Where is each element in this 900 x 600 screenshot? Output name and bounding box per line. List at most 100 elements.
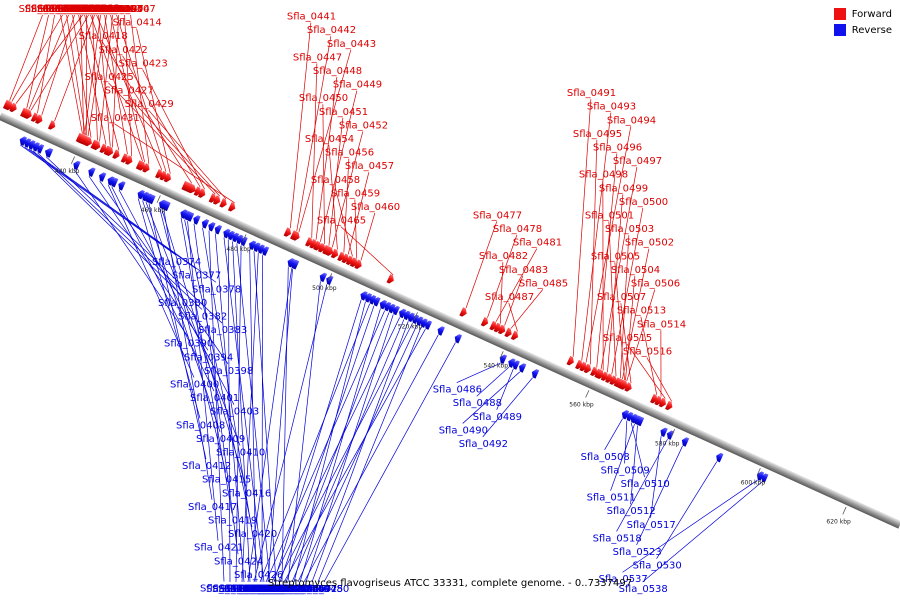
forward-gene-arrow (658, 397, 666, 408)
forward-gene-label: Sfla_0371 (25, 4, 74, 15)
reverse-gene-arrow (499, 354, 508, 364)
scale-tick-mark (70, 156, 76, 164)
forward-gene-arrow (650, 393, 658, 404)
forward-gene-arrow (493, 322, 501, 333)
forward-leader-line (495, 248, 538, 322)
reverse-leader-line (163, 210, 213, 500)
reverse-gene-label: Sfla_0382 (178, 311, 227, 322)
reverse-gene (201, 219, 210, 229)
forward-gene-label: Sfla_0450 (299, 93, 348, 104)
reverse-gene (137, 189, 145, 200)
reverse-gene-label: Sfla_0470 (248, 584, 297, 595)
forward-gene (24, 109, 32, 119)
forward-gene (665, 400, 673, 411)
forward-gene-label: Sfla_0500 (619, 197, 668, 208)
reverse-leader-line (305, 314, 394, 583)
forward-gene (197, 188, 206, 198)
reverse-gene-label: Sfla_0440 (238, 584, 287, 595)
reverse-gene (660, 427, 668, 438)
forward-gene (290, 230, 298, 240)
reverse-gene (249, 240, 257, 251)
reverse-gene-label: Sfla_0511 (587, 493, 636, 504)
forward-gene-arrow (386, 274, 394, 284)
forward-gene-arrow (20, 107, 28, 118)
reverse-leader-line (37, 152, 203, 310)
forward-gene-arrow (579, 361, 587, 372)
reverse-gene (44, 148, 54, 158)
reverse-leader-line (259, 303, 371, 583)
forward-gene (155, 168, 163, 179)
forward-gene-arrow (208, 193, 216, 203)
reverse-gene-label: Sfla_0415 (202, 475, 251, 486)
forward-leader-line (626, 289, 656, 382)
reverse-gene-arrow (666, 430, 675, 440)
reverse-gene-arrow (231, 232, 240, 243)
forward-leader-line (102, 42, 193, 184)
reverse-gene-label: Sfla_0467 (242, 584, 291, 595)
reverse-leader-line (279, 305, 375, 583)
reverse-leader-line (187, 220, 219, 541)
reverse-gene (424, 320, 433, 330)
forward-leader-line (80, 14, 85, 135)
reverse-gene-label: Sfla_0377 (172, 271, 221, 282)
reverse-gene (411, 314, 420, 325)
forward-gene-arrow (283, 227, 292, 237)
reverse-gene (399, 308, 407, 319)
reverse-gene-arrow (88, 167, 96, 177)
reverse-gene-arrow (756, 471, 765, 481)
reverse-gene-label: Sfla_0486 (433, 385, 482, 396)
reverse-leader-line (202, 227, 259, 568)
forward-gene-arrow (583, 363, 591, 374)
forward-leader-line (298, 49, 352, 233)
forward-gene (142, 163, 150, 173)
forward-gene-arrow (566, 355, 574, 366)
forward-gene-label: Sfla_0392 (69, 4, 118, 15)
forward-gene-label: Sfla_0495 (573, 129, 622, 140)
forward-leader-line (646, 357, 673, 402)
scale-tick-label: 580 kbp (655, 441, 680, 448)
forward-gene-label: Sfla_0396 (75, 4, 124, 15)
forward-gene-arrow (613, 377, 621, 387)
reverse-gene (716, 452, 724, 463)
reverse-gene-label: Sfla_0508 (581, 452, 630, 463)
forward-gene-label: Sfla_0456 (325, 148, 374, 159)
forward-gene-arrow (78, 134, 87, 144)
forward-leader-line (607, 194, 624, 373)
scale-tick-label: 520 kbp (398, 324, 423, 331)
forward-gene (181, 180, 197, 194)
forward-gene (583, 363, 591, 374)
reverse-gene (633, 415, 642, 425)
legend-reverse: Reverse (833, 22, 892, 38)
reverse-leader-line (99, 180, 229, 365)
reverse-gene-arrow (508, 358, 516, 368)
reverse-gene-arrow (291, 259, 299, 270)
reverse-gene-label: Sfla_0436 (212, 584, 261, 595)
reverse-gene (261, 246, 270, 256)
forward-gene-arrow (618, 379, 627, 390)
reverse-gene-label: Sfla_0464 (256, 584, 305, 595)
forward-leader-line (626, 343, 666, 399)
reverse-gene-label: Sfla_0455 (230, 584, 279, 595)
forward-gene (309, 239, 317, 249)
forward-gene-label: Sfla_0451 (319, 107, 368, 118)
forward-gene-arrow (30, 112, 39, 122)
reverse-leader-line (45, 156, 223, 324)
reverse-leader-line (137, 198, 201, 419)
forward-gene-label: Sfla_0387 (43, 4, 92, 15)
forward-gene (596, 369, 604, 379)
reverse-gene (621, 410, 630, 420)
forward-gene-arrow (24, 109, 32, 119)
reverse-gene-arrow (24, 138, 32, 148)
reverse-gene-arrow (633, 415, 642, 425)
reverse-gene-arrow (403, 310, 411, 321)
forward-gene-label: Sfla_0376 (31, 4, 80, 15)
forward-gene-label: Sfla_0411 (73, 4, 122, 15)
forward-gene (305, 237, 313, 247)
forward-leader-line (611, 207, 644, 375)
reverse-gene (88, 167, 96, 177)
forward-gene (624, 382, 632, 392)
forward-gene-arrow (590, 366, 598, 377)
forward-gene-label: Sfla_0366 (39, 4, 88, 15)
forward-gene-label: Sfla_0458 (311, 175, 360, 186)
scale-tick-label: 440 kbp (55, 168, 80, 175)
